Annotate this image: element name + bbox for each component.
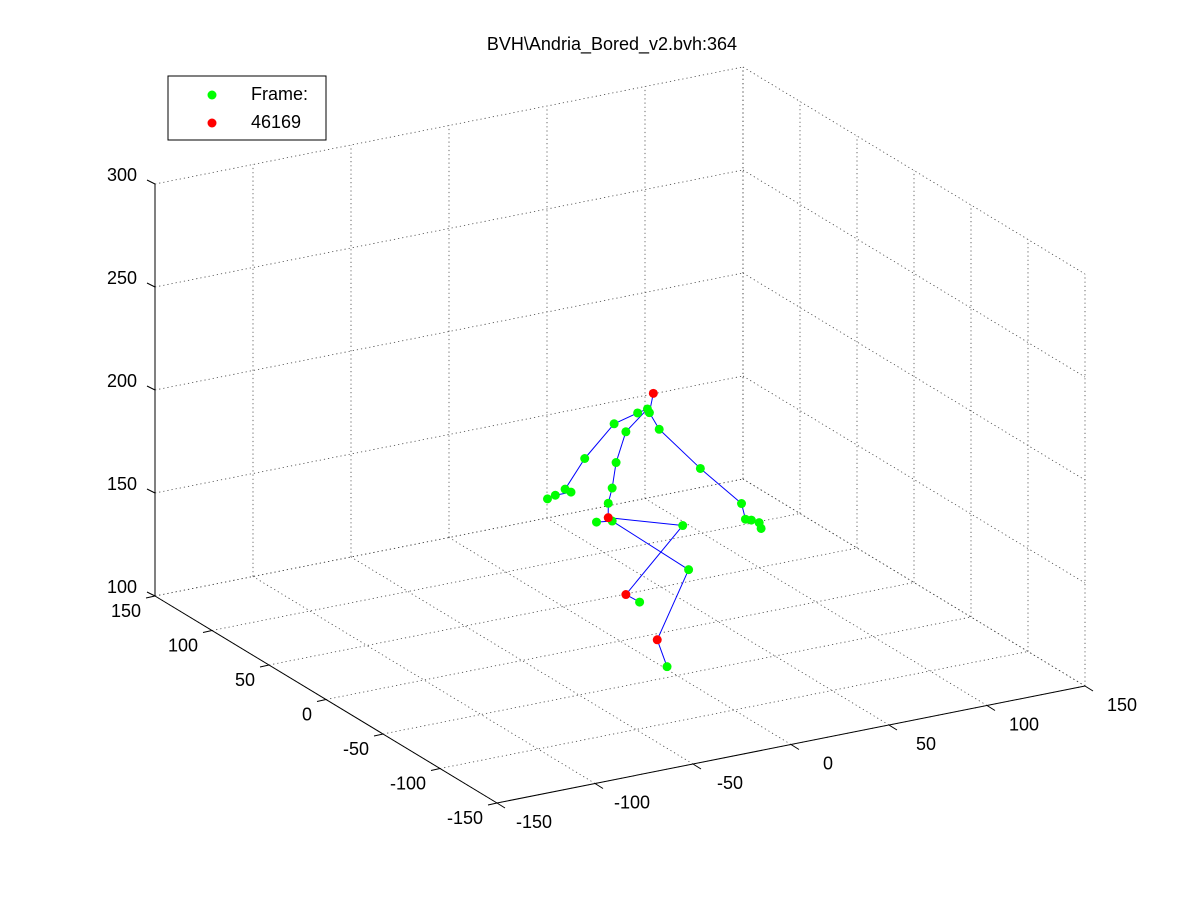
joint-point (633, 408, 643, 418)
y-tick-label: 100 (168, 635, 198, 655)
bone-line (625, 408, 648, 433)
joint-point (550, 490, 560, 500)
x-tick (888, 724, 898, 731)
z-tick (146, 591, 156, 597)
joint-point (607, 483, 617, 493)
legend-label: 46169 (251, 112, 301, 132)
y-tick-label: -150 (447, 808, 483, 828)
joint-point (621, 590, 631, 600)
y-tick (373, 733, 384, 737)
joint-point (695, 463, 705, 473)
z-tick-label: 100 (107, 577, 137, 597)
joint-point (603, 498, 613, 508)
y-tick (259, 664, 270, 668)
x-tick-label: -50 (717, 773, 743, 793)
bone-line (608, 517, 683, 527)
x-tick-label: -100 (614, 792, 650, 812)
y-tick (145, 595, 156, 599)
legend-label: Frame: (251, 84, 308, 104)
y-tick (316, 699, 327, 702)
bone-line (625, 525, 684, 595)
x-tick (496, 802, 506, 809)
x-tick-label: 100 (1009, 714, 1039, 734)
x-tick (986, 705, 996, 711)
z-tick (146, 282, 156, 288)
y-tick-label: 0 (302, 704, 312, 724)
joint-point (603, 513, 613, 523)
joint-point (654, 424, 664, 434)
joint-point (542, 494, 552, 504)
x-tick-label: 50 (916, 734, 936, 754)
bone-line (700, 468, 742, 504)
y-tick (202, 630, 213, 633)
x-tick-label: -150 (516, 812, 552, 832)
legend-marker (207, 90, 217, 100)
y-tick-label: -50 (343, 739, 369, 759)
x-tick (790, 744, 800, 750)
bone-line (564, 458, 586, 490)
legend-marker (207, 118, 217, 128)
x-tick-label: 150 (1107, 695, 1137, 715)
z-tick (146, 488, 156, 494)
bone-line (656, 639, 668, 667)
joint-point (756, 523, 766, 533)
bone-line (611, 520, 689, 571)
joint-point (648, 388, 658, 398)
joint-point (684, 565, 694, 575)
y-tick (430, 768, 441, 771)
y-tick-label: -100 (390, 773, 426, 793)
joint-point (611, 458, 621, 468)
joint-point (678, 521, 688, 531)
joint-point (737, 499, 747, 509)
bone-line (584, 423, 615, 459)
joint-point (621, 427, 631, 437)
joint-point (609, 419, 619, 429)
bone-line (658, 428, 701, 469)
z-tick-label: 300 (107, 165, 137, 185)
chart-title: BVH\Andria_Bored_v2.bvh:364 (487, 34, 737, 55)
joint-point (591, 517, 601, 527)
joint-point (746, 515, 756, 525)
y-tick-label: 150 (111, 601, 141, 621)
joint-point (652, 635, 662, 645)
joint-point (580, 454, 590, 463)
joint-point (635, 597, 645, 607)
legend-box (167, 75, 327, 141)
z-tick (146, 179, 156, 185)
joint-point (644, 408, 654, 418)
bone-line (615, 431, 627, 463)
y-tick-label: 50 (235, 670, 255, 690)
x-tick-label: 0 (823, 753, 833, 773)
bone-line (656, 569, 690, 640)
z-tick (146, 385, 156, 391)
x-tick (1084, 685, 1094, 692)
x-tick (692, 763, 702, 770)
x-tick (594, 783, 604, 789)
y-tick (487, 802, 498, 806)
z-tick-label: 200 (107, 371, 137, 391)
joint-point (566, 487, 576, 497)
z-tick-label: 250 (107, 268, 137, 288)
z-tick-label: 150 (107, 474, 137, 494)
joint-point (662, 662, 672, 672)
